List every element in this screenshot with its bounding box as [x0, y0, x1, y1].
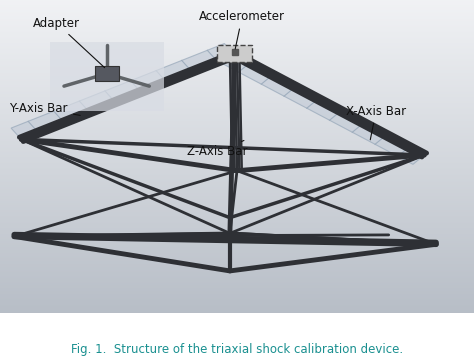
FancyBboxPatch shape — [217, 45, 252, 62]
FancyBboxPatch shape — [95, 66, 118, 81]
Polygon shape — [11, 44, 235, 139]
Text: Adapter: Adapter — [33, 17, 105, 68]
Polygon shape — [223, 55, 424, 164]
Text: Accelerometer: Accelerometer — [199, 10, 285, 49]
Text: Z-Axis Bar: Z-Axis Bar — [187, 140, 248, 158]
Text: X-Axis Bar: X-Axis Bar — [346, 105, 406, 140]
FancyBboxPatch shape — [50, 42, 164, 111]
Text: Y-Axis Bar: Y-Axis Bar — [9, 102, 80, 116]
Text: Fig. 1.  Structure of the triaxial shock calibration device.: Fig. 1. Structure of the triaxial shock … — [71, 343, 403, 356]
